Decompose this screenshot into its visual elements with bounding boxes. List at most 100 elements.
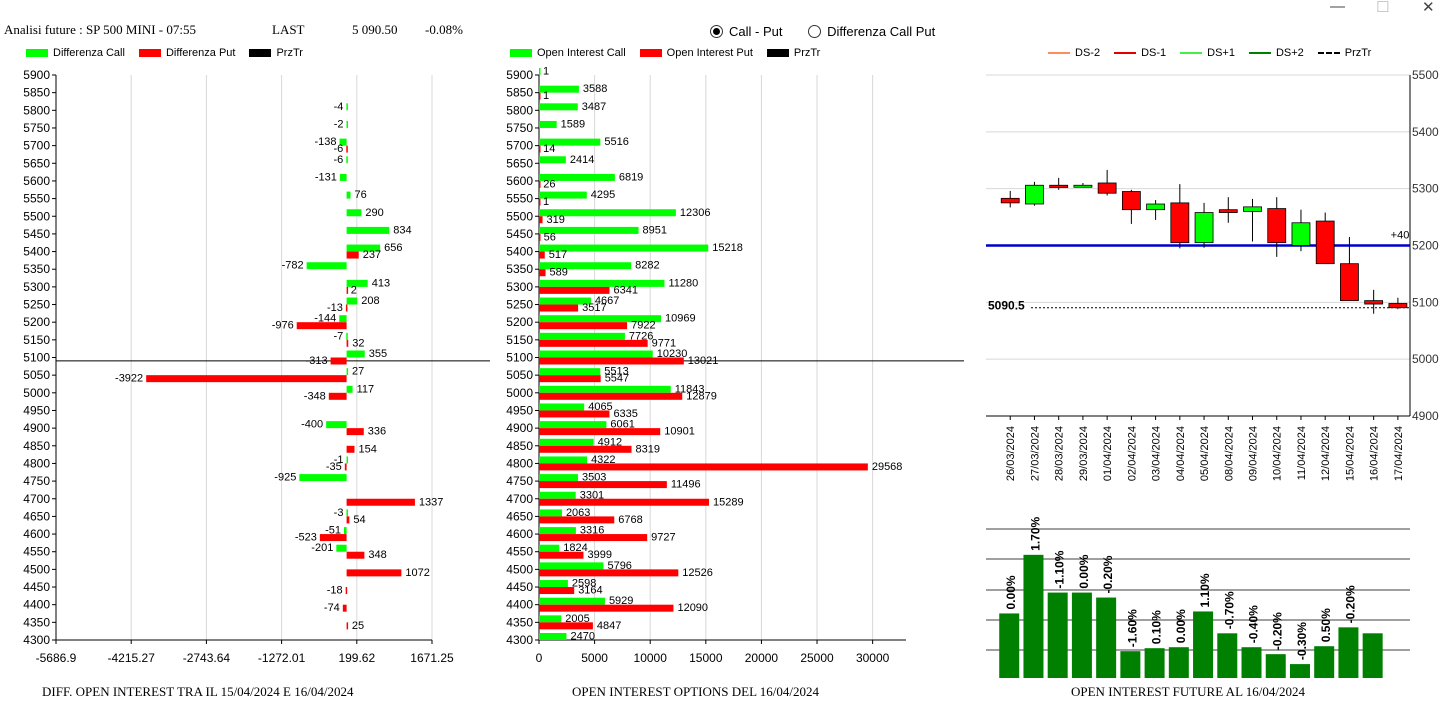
minimize-button[interactable]: — — [1330, 0, 1345, 15]
close-button[interactable]: ✕ — [1422, 0, 1435, 16]
x-tick-label: 199.62 — [338, 651, 375, 665]
y-tick-label: 4850 — [23, 439, 50, 453]
bar — [539, 103, 578, 111]
data-label: 7922 — [631, 320, 655, 332]
y-tick-label: 5450 — [506, 227, 533, 241]
data-label: -51 — [325, 525, 341, 537]
y-tick-label: 5000 — [1412, 352, 1439, 366]
legend-item: PrzTr — [1317, 47, 1371, 59]
y-tick-label: 5000 — [23, 386, 50, 400]
bar — [346, 350, 365, 358]
y-tick-label: 5550 — [506, 192, 533, 206]
data-label: 4322 — [591, 454, 615, 466]
y-tick-label: 5600 — [23, 174, 50, 188]
data-label: 4065 — [588, 401, 612, 413]
data-label: 4847 — [597, 620, 621, 632]
bar — [539, 322, 628, 330]
data-label: -0.20% — [1271, 612, 1285, 650]
prztr-label: 5090.5 — [988, 299, 1025, 313]
bar — [539, 262, 632, 270]
data-label: 3301 — [580, 489, 604, 501]
bar — [346, 509, 348, 517]
bar — [539, 138, 601, 146]
data-label: 8951 — [643, 224, 667, 236]
data-label: 10969 — [665, 313, 696, 325]
data-label: 12306 — [680, 207, 711, 219]
legend-label: PrzTr — [793, 47, 821, 59]
bar — [539, 580, 568, 588]
bar — [1096, 597, 1117, 678]
bar — [539, 357, 684, 365]
bar — [539, 633, 567, 640]
data-label: 15289 — [713, 496, 744, 508]
legend-item: Differenza Call — [26, 47, 125, 59]
y-tick-label: 4450 — [506, 580, 533, 594]
data-label: -144 — [314, 313, 336, 325]
candle-body — [1340, 263, 1359, 302]
bar — [539, 269, 546, 277]
bar — [539, 410, 610, 418]
candle-body — [1000, 197, 1020, 204]
legend-swatch — [639, 49, 662, 57]
data-label: -1 — [334, 454, 344, 466]
maximize-button[interactable]: ☐ — [1376, 0, 1390, 16]
legend-swatch — [138, 49, 161, 57]
y-tick-label: 5500 — [23, 209, 50, 223]
x-tick-label: 10000 — [634, 651, 668, 665]
y-tick-label: 5350 — [506, 262, 533, 276]
bar — [1217, 633, 1238, 678]
data-label: 3503 — [582, 472, 606, 484]
candle-body — [1049, 184, 1069, 188]
y-tick-label: 5600 — [506, 174, 533, 188]
x-tick-label: 15/04/2024 — [1344, 426, 1356, 481]
data-label: 2 — [351, 284, 357, 296]
x-tick-label: 0 — [536, 651, 543, 665]
data-label: 154 — [358, 443, 376, 455]
data-label: 9727 — [651, 532, 675, 544]
candle-body — [1218, 209, 1238, 213]
bar — [539, 562, 604, 570]
data-label: 1 — [543, 90, 549, 102]
bar — [346, 286, 349, 294]
bar — [346, 120, 348, 128]
bar — [539, 385, 671, 393]
bar — [1265, 654, 1286, 678]
y-tick-label: 5400 — [23, 245, 50, 259]
bar — [539, 244, 709, 252]
data-label: 5513 — [604, 366, 628, 378]
y-tick-label: 4300 — [506, 633, 533, 647]
legend-label: Open Interest Call — [537, 47, 626, 59]
data-label: -35 — [326, 461, 342, 473]
bar — [345, 587, 348, 595]
bar — [346, 244, 381, 252]
bar — [539, 421, 607, 429]
bar — [346, 209, 362, 217]
legend-item: Open Interest Call — [510, 47, 626, 59]
radio-call-put-label: Call - Put — [729, 24, 783, 39]
bar — [539, 498, 710, 506]
bar — [539, 491, 576, 499]
bar — [328, 392, 347, 400]
bar — [346, 569, 402, 577]
x-tick-label: 30000 — [856, 651, 890, 665]
data-label: 413 — [372, 277, 390, 289]
bar — [539, 85, 579, 93]
data-label: 1.70% — [1028, 516, 1042, 550]
bar — [1120, 651, 1141, 678]
bar — [330, 357, 347, 365]
data-label: 10230 — [657, 348, 688, 360]
candle-body — [1073, 184, 1093, 188]
x-tick-label: 29/03/2024 — [1078, 426, 1090, 481]
x-tick-label: 5000 — [581, 651, 608, 665]
bar — [346, 279, 368, 287]
bar — [539, 251, 545, 259]
bar — [539, 315, 661, 323]
data-label: 56 — [544, 231, 556, 243]
data-label: 0.50% — [1319, 608, 1333, 642]
x-tick-label: 03/04/2024 — [1151, 426, 1163, 481]
radio-differenza-call-put[interactable]: Differenza Call Put — [808, 24, 935, 39]
radio-call-put[interactable]: Call - Put — [710, 24, 782, 39]
bar — [539, 180, 541, 188]
data-label: 12090 — [677, 602, 708, 614]
